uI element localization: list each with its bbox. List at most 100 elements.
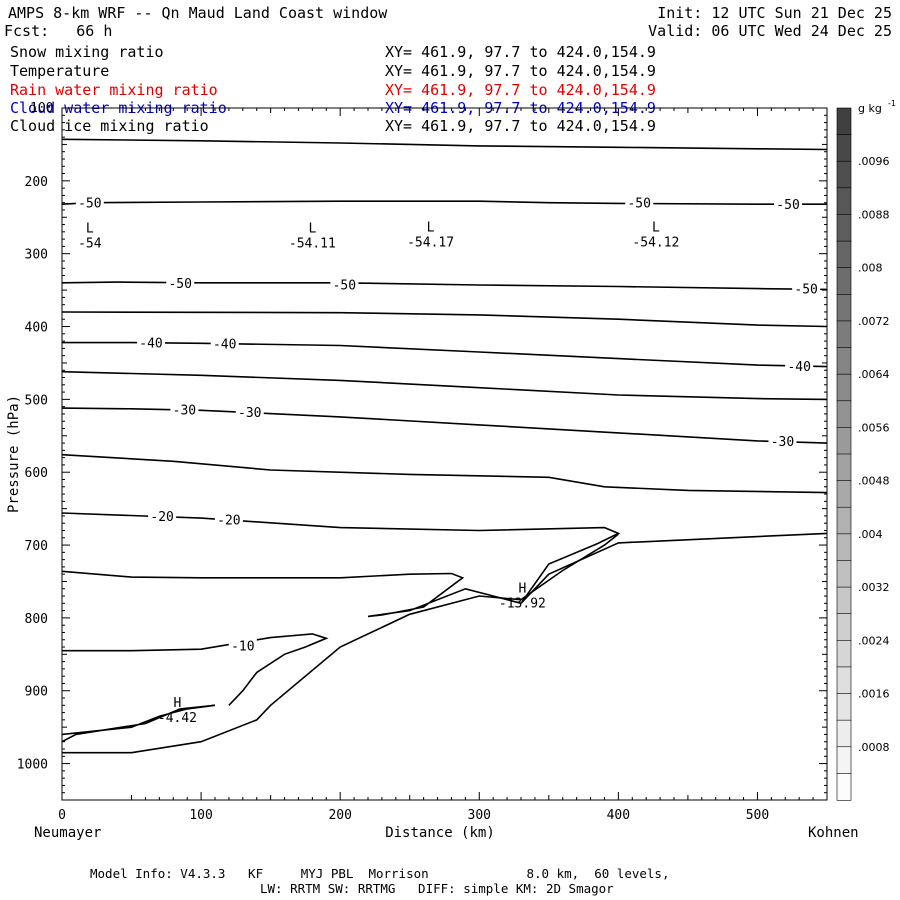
- extremum-letter: H: [174, 696, 182, 711]
- extremum-value: -54.11: [289, 237, 336, 252]
- contour-label-bg: [330, 276, 359, 292]
- colorbar-cell: [836, 586, 852, 615]
- extremum-letter: L: [427, 220, 435, 235]
- colorbar-tick-label: .0016: [858, 688, 890, 701]
- contour-label-layer: -50 -50 -50 -50 -50 -50 -40 -40 -40 -30 -30 -30 -20 -…: [75, 194, 821, 726]
- colorbar-cell: [836, 480, 852, 508]
- contour-label: -20: [217, 514, 240, 529]
- contour-label-bg: [785, 357, 814, 373]
- colorbar-unit: g kg: [858, 102, 882, 115]
- colorbar-cell: [836, 187, 852, 216]
- contour-layer: [61, 138, 828, 754]
- colorbar-unit-exponent: -1: [888, 99, 896, 108]
- contour-line: [61, 281, 828, 291]
- x-tick-label: 400: [607, 808, 630, 823]
- colorbar-cell: [836, 693, 852, 721]
- colorbar-cell: [836, 506, 852, 535]
- colorbar-cell: [836, 560, 852, 588]
- valid-time: Valid: 06 UTC Wed 24 Dec 25: [648, 22, 892, 40]
- contour-label: -30: [173, 404, 196, 419]
- y-tick-label: 900: [25, 685, 48, 700]
- left-endpoint-label: Neumayer: [34, 825, 101, 841]
- forecast-hour: Fcst: 66 h: [4, 22, 113, 40]
- contour-label-bg: [792, 280, 821, 296]
- contour-label: -40: [213, 337, 236, 352]
- contour-label-bg: [774, 196, 803, 212]
- y-tick-label: 400: [25, 321, 48, 336]
- colorbar-cell: [836, 400, 852, 428]
- y-tick-label: 1000: [17, 758, 48, 773]
- colorbar-cell: [836, 214, 852, 242]
- footer-line-2: LW: RRTM SW: RRTMG DIFF: simple KM: 2D S…: [260, 881, 614, 896]
- contour-line: [61, 407, 828, 444]
- colorbar-cell: [836, 240, 852, 269]
- contour-line: [61, 704, 216, 743]
- contour-line: [61, 370, 828, 401]
- contour-label: -40: [139, 337, 162, 352]
- y-axis-title: Pressure (hPa): [6, 395, 22, 513]
- y-tick-label: 200: [25, 175, 48, 190]
- contour-line: [61, 138, 828, 151]
- contour-line: [61, 512, 828, 604]
- field-xy: XY= 461.9, 97.7 to 424.0,154.9: [385, 81, 656, 99]
- colorbar-tick-label: .0056: [858, 421, 890, 434]
- colorbar-tick-label: .008: [858, 262, 883, 275]
- colorbar-cell: [836, 453, 852, 482]
- extremum-value: -54.17: [407, 235, 454, 250]
- colorbar-cell: [836, 134, 852, 162]
- contour-line: [62, 341, 828, 368]
- colorbar-tick-label: .0032: [858, 581, 890, 594]
- init-time: Init: 12 UTC Sun 21 Dec 25: [657, 4, 892, 22]
- colorbar-cell: [836, 267, 852, 295]
- contour-line: [62, 633, 329, 706]
- contour-label-bg: [137, 334, 166, 350]
- extremum-value: -13.92: [499, 597, 546, 612]
- colorbar-cell: [836, 347, 852, 375]
- contour-label: -50: [627, 197, 650, 212]
- contour-line: [61, 453, 828, 494]
- colorbar-cell: [836, 107, 852, 136]
- colorbar-cell: [836, 773, 852, 801]
- field-xy: XY= 461.9, 97.7 to 424.0,154.9: [385, 117, 656, 135]
- contour-label-bg: [75, 194, 104, 210]
- field-name: Rain water mixing ratio: [10, 81, 218, 99]
- colorbar-cell: [836, 746, 852, 774]
- contour-line: [61, 311, 828, 328]
- contour-label-bg: [625, 194, 654, 210]
- axes-layer: 0 100 200 300 400 500 200 300 400 500 600 700 800 900…: [17, 108, 828, 823]
- colorbar-cell: [836, 666, 852, 695]
- colorbar-cell: [836, 427, 852, 455]
- contour-label-bg: [214, 511, 243, 527]
- footer-line-1: Model Info: V4.3.3 KF MYJ PBL Morrison 8…: [90, 866, 669, 881]
- contour-line: [61, 200, 827, 205]
- contour-label: -30: [238, 406, 261, 421]
- top-y-tick-label: 100: [30, 101, 53, 116]
- colorbar-cell: [836, 719, 852, 748]
- x-axis-title: Distance (km): [385, 825, 495, 841]
- contour-label-bg: [768, 432, 797, 448]
- contour-line: [61, 570, 522, 618]
- field-name: Cloud ice mixing ratio: [10, 117, 209, 135]
- x-tick-label: 200: [328, 808, 351, 823]
- colorbar-cell: [836, 160, 852, 189]
- field-xy: XY= 461.9, 97.7 to 424.0,154.9: [385, 62, 656, 80]
- contour-label: -40: [787, 360, 810, 375]
- contour-label-bg: [228, 637, 257, 653]
- colorbar-cell: [836, 373, 852, 402]
- contour-label-bg: [148, 507, 177, 523]
- colorbar-tick-label: .0008: [858, 741, 890, 754]
- extremum-letter: L: [86, 222, 94, 237]
- y-tick-label: 800: [25, 612, 48, 627]
- colorbar-tick-label: .0048: [858, 475, 890, 488]
- y-tick-label: 600: [25, 466, 48, 481]
- contour-label: -50: [776, 198, 799, 213]
- y-tick-label: 700: [25, 539, 48, 554]
- contour-label: -50: [333, 278, 356, 293]
- contour-label: -50: [794, 283, 817, 298]
- contour-label-bg: [170, 401, 199, 417]
- extremum-value: -54.12: [632, 235, 679, 250]
- extremum-value: -4.42: [158, 711, 197, 726]
- contour-label: -10: [231, 640, 254, 655]
- contour-label: -30: [771, 435, 794, 450]
- colorbar-tick-label: .0088: [858, 208, 890, 221]
